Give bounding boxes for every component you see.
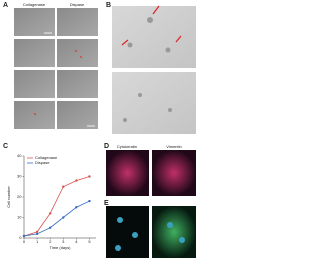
data-point (22, 234, 26, 238)
x-tick-label: 2 (49, 239, 52, 244)
panel-d-images (106, 150, 196, 196)
column-label: Vimentin (166, 144, 182, 149)
x-tick-label: 3 (62, 239, 65, 244)
data-point (35, 232, 39, 236)
data-point (88, 175, 91, 178)
x-tick-label: 0 (23, 239, 26, 244)
x-axis-label: Time (days) (50, 245, 72, 250)
panel-label: D (104, 143, 109, 150)
column-label: Collagenase (23, 2, 46, 7)
column-label: Cytokeratin (117, 144, 137, 149)
y-tick-label: 40 (17, 153, 22, 158)
series-line (23, 176, 90, 237)
data-point (48, 226, 52, 229)
y-tick-label: 20 (17, 194, 22, 199)
x-tick-label: 1 (36, 239, 39, 244)
data-point (75, 206, 78, 209)
x-tick-label: 4 (75, 239, 78, 244)
data-point (88, 199, 91, 203)
legend-label: Dispase (35, 160, 50, 165)
data-point (48, 212, 52, 215)
data-point (62, 216, 65, 219)
panel-a-images (14, 8, 98, 129)
y-tick-label: 10 (17, 215, 22, 220)
panel-label: B (106, 2, 111, 9)
panel-b-images (112, 5, 196, 134)
data-point (75, 179, 78, 182)
panel-label: E (104, 200, 109, 207)
y-axis-label: Cell number (6, 186, 11, 208)
series-line (23, 200, 90, 237)
data-point (62, 185, 65, 188)
data-point (35, 230, 39, 234)
legend-label: Collagenase (35, 155, 58, 160)
y-tick-label: 0 (19, 235, 22, 240)
figure: A Collagenase Dispase B C 0 10 20 30 40 0 1 2 3 4… (3, 2, 196, 258)
panel-label: C (3, 143, 8, 150)
column-label: Dispase (70, 2, 85, 7)
panel-e-images (106, 206, 196, 258)
y-tick-label: 30 (17, 174, 22, 179)
x-tick-label: 5 (88, 239, 91, 244)
line-chart: 0 10 20 30 40 0 1 2 3 4 5 Time (days) Cell number Col… (6, 153, 96, 250)
panel-label: A (3, 2, 8, 9)
